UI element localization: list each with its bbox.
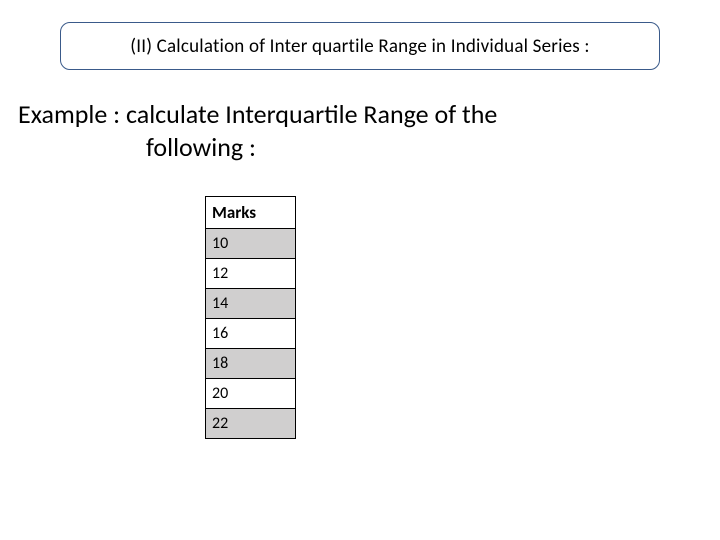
table-row: 16 (206, 319, 296, 349)
table-row: 22 (206, 409, 296, 439)
marks-cell: 22 (206, 409, 296, 439)
table-row: 20 (206, 379, 296, 409)
table-row: 18 (206, 349, 296, 379)
marks-cell: 18 (206, 349, 296, 379)
table-header-row: Marks (206, 197, 296, 229)
marks-header: Marks (206, 197, 296, 229)
marks-cell: 16 (206, 319, 296, 349)
marks-cell: 20 (206, 379, 296, 409)
marks-cell: 14 (206, 289, 296, 319)
table-row: 12 (206, 259, 296, 289)
example-text: Example : calculate Interquartile Range … (18, 98, 698, 163)
page-title: (II) Calculation of Inter quartile Range… (130, 35, 589, 58)
title-frame: (II) Calculation of Inter quartile Range… (60, 22, 660, 70)
example-line-1: Example : calculate Interquartile Range … (18, 98, 698, 131)
table-row: 14 (206, 289, 296, 319)
example-line-2: following : (18, 131, 698, 164)
marks-cell: 10 (206, 229, 296, 259)
table-row: 10 (206, 229, 296, 259)
marks-table: Marks 10 12 14 16 18 20 22 (205, 196, 296, 439)
marks-cell: 12 (206, 259, 296, 289)
